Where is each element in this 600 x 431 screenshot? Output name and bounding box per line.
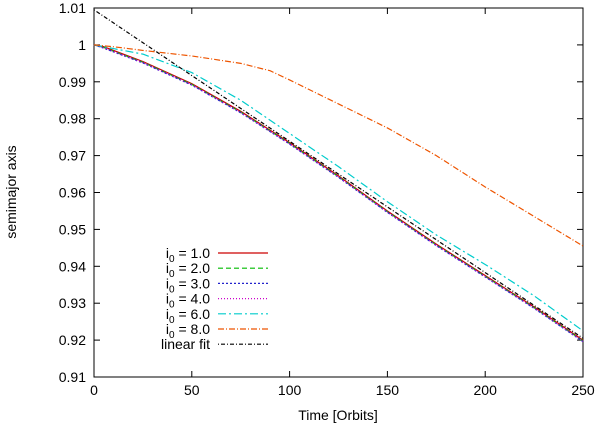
x-tick-label: 50 (184, 382, 200, 398)
series-line-4 (93, 44, 584, 342)
legend-label-rest: = 6.0 (175, 306, 211, 322)
series-line-5 (93, 44, 584, 332)
y-tick-label: 0.98 (59, 111, 86, 127)
y-tick-label: 0.92 (59, 332, 86, 348)
series-layer (93, 9, 584, 343)
plot-area (93, 7, 584, 378)
axis-ticks: 0 50 100 150 200 2500.910.920.930.940.950.960… (59, 0, 595, 398)
y-tick-label: 0.99 (59, 74, 86, 90)
legend-label-sub: 0 (169, 269, 175, 280)
legend-label-sub: 0 (169, 254, 175, 265)
legend-label-rest: = 3.0 (175, 275, 211, 291)
x-tick-label: 0 (90, 382, 98, 398)
x-tick-label: 100 (278, 382, 302, 398)
y-tick-label: 0.93 (59, 295, 86, 311)
y-axis-label: semimajor axis (3, 145, 19, 238)
legend-label-main: linear fit (161, 336, 210, 352)
y-tick-label: 0.96 (59, 185, 86, 201)
x-tick-label: 150 (376, 382, 400, 398)
legend-label-main: i (166, 291, 169, 307)
legend-label-rest: = 1.0 (175, 245, 211, 261)
legend-label-sub: 0 (169, 330, 175, 341)
series-line-7 (93, 9, 584, 339)
legend-label-main: i (166, 260, 169, 276)
y-tick-label: 1.01 (59, 0, 86, 16)
y-tick-label: 1 (78, 37, 86, 53)
series-line-6 (93, 44, 584, 247)
legend-label-3: i0 = 3.0 (166, 275, 210, 295)
legend-label-rest: = 2.0 (175, 260, 211, 276)
legend-label-sub: 0 (169, 284, 175, 295)
x-axis-label: Time [Orbits] (298, 407, 378, 423)
x-tick-label: 250 (571, 382, 595, 398)
legend-label-4: i0 = 4.0 (166, 291, 210, 311)
legend-label-main: i (166, 245, 169, 261)
legend-label-5: i0 = 6.0 (166, 306, 210, 326)
y-tick-label: 0.97 (59, 148, 86, 164)
legend-label-sub: 0 (169, 315, 175, 326)
legend-label-7: linear fit (161, 336, 210, 352)
legend-label-rest: = 8.0 (175, 321, 211, 337)
y-tick-label: 0.94 (59, 258, 86, 274)
legend-label-main: i (166, 306, 169, 322)
legend-label-main: i (166, 321, 169, 337)
legend-label-2: i0 = 2.0 (166, 260, 210, 280)
x-tick-label: 200 (474, 382, 498, 398)
legend: i0 = 1.0i0 = 2.0i0 = 3.0i0 = 4.0i0 = 6.0… (161, 245, 268, 352)
legend-label-rest: = 4.0 (175, 291, 211, 307)
legend-label-sub: 0 (169, 300, 175, 311)
legend-label-1: i0 = 1.0 (166, 245, 210, 265)
series-line-1 (93, 44, 584, 341)
legend-label-6: i0 = 8.0 (166, 321, 210, 341)
y-tick-label: 0.95 (59, 221, 86, 237)
legend-label-main: i (166, 275, 169, 291)
y-tick-label: 0.91 (59, 369, 86, 385)
